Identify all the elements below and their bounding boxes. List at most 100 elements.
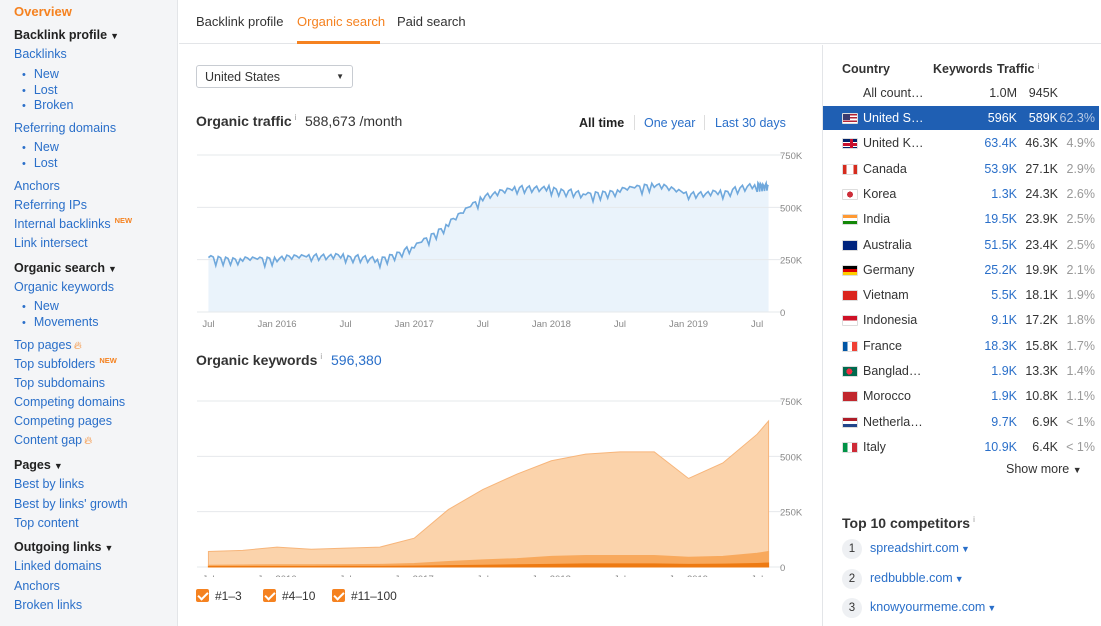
tab-organic-search[interactable]: Organic search [297,14,386,29]
flag-nl-icon [842,416,858,428]
competitor-link[interactable]: spreadshirt.com [870,541,959,555]
sidebar-item-top-subfolders[interactable]: Top subfolders NEW [14,356,117,371]
sidebar-item-referring-ips[interactable]: Referring IPs [14,198,87,212]
sidebar-item-link-intersect[interactable]: Link intersect [14,236,88,250]
country-row-ma[interactable]: Morocco 1.9K 10.8K 1.1% [823,384,1099,408]
competitor-link[interactable]: redbubble.com [870,571,953,585]
organic-keywords-chart[interactable]: 0 250K 500K 750K Jul Jan 2016 Jul Jan 2017 Jul Ja… [179,385,821,577]
country-keywords[interactable]: 51.5K [984,237,1017,252]
organic-keywords-value[interactable]: 596,380 [331,352,382,368]
country-row-all[interactable]: All count… 1.0M 945K [823,81,1099,105]
competitor-link[interactable]: knowyourmeme.com [870,600,986,614]
country-row-ca[interactable]: Canada 53.9K 27.1K 2.9% [823,157,1099,181]
tab-paid-search[interactable]: Paid search [397,14,466,29]
info-icon[interactable]: i [294,113,297,122]
country-traffic-share: 2.5% [1066,212,1096,227]
sidebar-section-outgoing-links[interactable]: Outgoing links ▼ [14,540,113,554]
country-keywords[interactable]: 18.3K [984,338,1017,353]
country-keywords[interactable]: 63.4K [984,136,1017,151]
country-traffic: 23.4K [1025,237,1058,252]
competitor-rank: 1 [842,539,862,559]
sidebar-item-best-by-links[interactable]: Best by links [14,477,85,491]
country-keywords[interactable]: 1.3K [991,186,1017,201]
sidebar-item-internal-backlinks[interactable]: Internal backlinks NEW [14,216,132,231]
range-separator [634,115,635,130]
legend-pos-11-100[interactable]: #11–100 [332,589,397,603]
caret-down-icon[interactable]: ▼ [987,603,997,613]
country-keywords[interactable]: 53.9K [984,161,1017,176]
range-all-time[interactable]: All time [579,116,625,130]
country-row-us[interactable]: United S… 596K 589K 62.3% [823,106,1099,130]
country-row-id[interactable]: Indonesia 9.1K 17.2K 1.8% [823,308,1099,332]
sidebar-item-refdomains-lost[interactable]: Lost [22,156,58,170]
country-row-au[interactable]: Australia 51.5K 23.4K 2.5% [823,233,1099,257]
col-header-country[interactable]: Country [842,62,890,76]
country-row-in[interactable]: India 19.5K 23.9K 2.5% [823,207,1099,231]
organic-traffic-chart[interactable]: 0 250K 500K 750K Jul Jan 2016 Jul Jan 2017 Jul Ja… [179,145,821,335]
item-label: Top pages [14,338,72,352]
country-row-nl[interactable]: Netherla… 9.7K 6.9K < 1% [823,410,1099,434]
country-keywords[interactable]: 25.2K [984,262,1017,277]
info-icon[interactable]: i [1037,62,1040,71]
country-keywords[interactable]: 1.9K [991,389,1017,404]
tab-backlink-profile[interactable]: Backlink profile [196,14,284,29]
show-more-button[interactable]: Show more ▼ [1006,462,1082,476]
country-name: Canada [863,161,907,176]
sidebar-item-broken-links[interactable]: Broken links [14,598,83,612]
country-row-bd[interactable]: Banglad… 1.9K 13.3K 1.4% [823,359,1099,383]
sidebar-item-content-gap[interactable]: Content gap 🔥︎ [14,433,92,448]
header-label: Traffic [997,62,1035,76]
country-keywords[interactable]: 9.1K [991,313,1017,328]
range-last-30-days[interactable]: Last 30 days [715,116,786,130]
y-tick-label: 500K [780,203,803,214]
caret-down-icon[interactable]: ▼ [960,544,970,554]
sidebar-item-top-subdomains[interactable]: Top subdomains [14,376,106,390]
sidebar-section-organic-search[interactable]: Organic search ▼ [14,261,117,275]
sidebar-item-refdomains-new[interactable]: New [22,140,59,154]
country-keywords[interactable]: 1.9K [991,364,1017,378]
country-row-kr[interactable]: Korea 1.3K 24.3K 2.6% [823,182,1099,206]
info-icon[interactable]: i [320,352,323,361]
sidebar-item-top-pages[interactable]: Top pages 🔥︎ [14,338,82,353]
sidebar-item-linked-domains[interactable]: Linked domains [14,559,102,573]
sidebar-item-outgoing-anchors[interactable]: Anchors [14,579,60,593]
sidebar-item-backlinks-lost[interactable]: Lost [22,83,58,97]
col-header-traffic[interactable]: Traffic i [997,62,1039,76]
country-row-fr[interactable]: France 18.3K 15.8K 1.7% [823,334,1099,358]
sidebar-item-organic-keywords-movements[interactable]: Movements [22,315,99,329]
sidebar-item-competing-domains[interactable]: Competing domains [14,395,126,409]
country-keywords[interactable]: 10.9K [984,439,1017,454]
legend-pos-4-10[interactable]: #4–10 [263,589,315,603]
country-row-vn[interactable]: Vietnam 5.5K 18.1K 1.9% [823,283,1099,307]
sidebar-item-organic-keywords[interactable]: Organic keywords [14,280,115,294]
flag-id-icon [842,315,858,327]
sidebar-item-anchors[interactable]: Anchors [14,179,60,193]
country-select[interactable]: United States ▼ [196,65,353,88]
country-traffic: 10.8K [1025,389,1058,404]
sidebar-item-backlinks-new[interactable]: New [22,67,59,81]
sidebar-item-competing-pages[interactable]: Competing pages [14,414,112,428]
col-header-keywords[interactable]: Keywords [933,62,993,76]
sidebar-item-referring-domains[interactable]: Referring domains [14,121,117,135]
sidebar-item-top-content[interactable]: Top content [14,516,79,530]
country-keywords[interactable]: 596K [987,111,1017,125]
country-row-it[interactable]: Italy 10.9K 6.4K < 1% [823,435,1099,459]
sidebar-item-organic-keywords-new[interactable]: New [22,299,59,313]
caret-down-icon[interactable]: ▼ [954,574,964,584]
legend-pos-1-3[interactable]: #1–3 [196,589,242,603]
sidebar-item-best-by-links-growth[interactable]: Best by links' growth [14,497,128,511]
country-row-de[interactable]: Germany 25.2K 19.9K 2.1% [823,258,1099,282]
info-icon[interactable]: i [973,515,975,524]
sidebar-item-backlinks[interactable]: Backlinks [14,47,67,61]
sidebar-section-pages[interactable]: Pages ▼ [14,458,63,472]
country-keywords[interactable]: 9.7K [991,414,1017,429]
sidebar-item-backlinks-broken[interactable]: Broken [22,98,74,112]
sidebar-overview[interactable]: Overview [14,4,72,19]
country-name: Germany [863,262,915,277]
range-one-year[interactable]: One year [644,116,696,130]
country-row-uk[interactable]: United K… 63.4K 46.3K 4.9% [823,131,1099,155]
sidebar-section-backlink-profile[interactable]: Backlink profile ▼ [14,28,119,42]
country-keywords[interactable]: 5.5K [991,288,1017,303]
x-tick-label: Jul [477,574,489,577]
country-keywords[interactable]: 19.5K [984,212,1017,227]
